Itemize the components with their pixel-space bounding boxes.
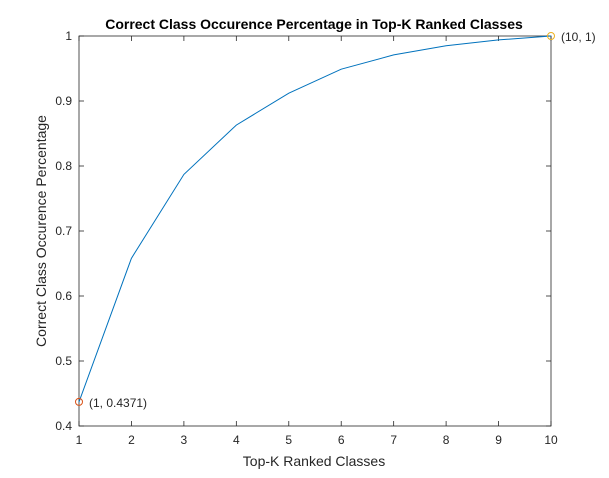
x-tick-label: 9 bbox=[495, 433, 502, 447]
y-axis-label: Correct Class Occurence Percentage bbox=[33, 115, 49, 347]
x-tick-label: 2 bbox=[128, 433, 135, 447]
x-tick-label: 4 bbox=[233, 433, 240, 447]
data-point-marker bbox=[75, 397, 83, 406]
x-tick-label: 6 bbox=[338, 433, 345, 447]
plot-area: 1 2 3 4 5 6 7 8 9 10 0.4 0.5 0.6 0.7 0.8 0.9 1 (1, 0.4371… bbox=[55, 29, 595, 447]
x-tick-label: 10 bbox=[544, 433, 558, 447]
x-tick-label: 8 bbox=[443, 433, 450, 447]
y-tick-label: 0.7 bbox=[55, 224, 72, 238]
y-tick-label: 0.9 bbox=[55, 94, 72, 108]
data-point-label: (10, 1) bbox=[561, 30, 596, 44]
data-point-marker bbox=[547, 32, 555, 40]
x-tick-label: 1 bbox=[76, 433, 83, 447]
x-axis-label: Top-K Ranked Classes bbox=[243, 453, 385, 469]
y-tick-label: 0.8 bbox=[55, 159, 72, 173]
x-tick-label: 5 bbox=[285, 433, 292, 447]
axes-box bbox=[78, 35, 552, 427]
chart-title: Correct Class Occurence Percentage in To… bbox=[105, 16, 523, 32]
x-tick-label: 3 bbox=[181, 433, 188, 447]
y-tick-label: 1 bbox=[65, 29, 72, 43]
y-tick-label: 0.5 bbox=[55, 354, 72, 368]
x-tick-label: 7 bbox=[390, 433, 397, 447]
y-tick-label: 0.6 bbox=[55, 289, 72, 303]
series-line bbox=[78, 35, 552, 403]
data-point-label: (1, 0.4371) bbox=[89, 396, 147, 410]
y-tick-label: 0.4 bbox=[55, 419, 72, 433]
